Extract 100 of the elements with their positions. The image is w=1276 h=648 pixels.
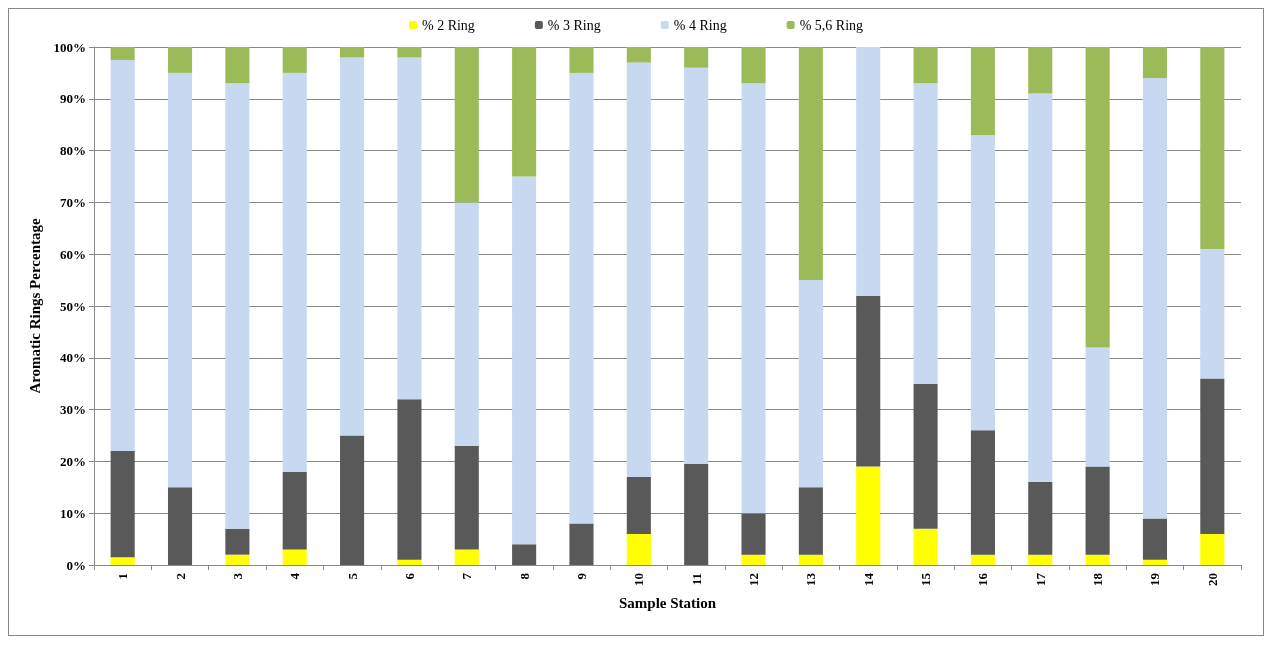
- bar: [282, 47, 307, 73]
- legend-label: % 5,6 Ring: [799, 17, 864, 33]
- y-tick-label: 70%: [60, 194, 86, 210]
- y-tick-label: 30%: [60, 402, 86, 418]
- bar: [1085, 347, 1110, 467]
- bar: [1200, 533, 1225, 565]
- bar: [741, 47, 766, 84]
- bar: [798, 280, 823, 488]
- bar: [167, 487, 193, 565]
- bar: [225, 554, 250, 565]
- bar: [110, 451, 135, 558]
- x-tick-label: 11: [688, 573, 704, 586]
- legend-label: % 3 Ring: [547, 17, 601, 33]
- bar: [684, 463, 709, 565]
- bar: [282, 471, 307, 550]
- x-tick-label: 1: [115, 573, 131, 580]
- bar: [167, 47, 193, 73]
- bar: [913, 528, 938, 565]
- x-tick-label: 4: [287, 572, 303, 580]
- legend-label: % 2 Ring: [421, 17, 475, 33]
- bar: [626, 62, 651, 477]
- bar: [1142, 47, 1168, 79]
- x-tick-label: 8: [516, 572, 532, 580]
- bar: [684, 67, 709, 464]
- bar: [741, 513, 766, 555]
- x-tick-label: 14: [860, 572, 876, 586]
- bar: [340, 47, 365, 58]
- bar: [684, 47, 709, 68]
- y-tick-label: 90%: [60, 91, 86, 107]
- bar: [1200, 249, 1225, 379]
- bar: [798, 554, 823, 565]
- legend-label: % 4 Ring: [673, 17, 727, 33]
- bar: [110, 47, 135, 60]
- x-tick-label: 17: [1032, 572, 1048, 586]
- bar: [970, 430, 995, 555]
- bar: [397, 559, 422, 565]
- x-tick-label: 9: [573, 572, 589, 580]
- x-tick-label: 2: [172, 573, 188, 580]
- x-tick-label: 12: [746, 573, 762, 586]
- bar: [1085, 47, 1110, 348]
- bar: [512, 47, 537, 177]
- bar: [167, 72, 193, 488]
- bar: [454, 445, 479, 550]
- x-tick-label: 10: [631, 573, 647, 586]
- bar: [397, 47, 422, 58]
- bar: [340, 435, 365, 565]
- bar: [626, 476, 651, 534]
- bar: [225, 528, 250, 555]
- bar: [856, 466, 881, 565]
- y-axis-title: Aromatic Rings Percentage: [26, 218, 43, 394]
- x-tick-label: 13: [803, 572, 819, 586]
- x-tick-label: 18: [1090, 572, 1106, 586]
- bar: [454, 549, 479, 565]
- x-tick-label: 15: [918, 572, 934, 586]
- bar: [1028, 47, 1053, 94]
- y-tick-label: 50%: [60, 298, 86, 314]
- bar: [1085, 554, 1110, 565]
- bar: [741, 554, 766, 565]
- y-tick-label: 60%: [60, 246, 86, 262]
- bar: [1142, 78, 1168, 519]
- bar: [626, 533, 651, 565]
- bar: [913, 47, 938, 84]
- bar: [512, 544, 537, 565]
- y-tick-label: 40%: [60, 350, 86, 366]
- y-tick-label: 0%: [66, 557, 86, 573]
- bar: [397, 399, 422, 560]
- bar: [798, 47, 823, 281]
- bar: [970, 554, 995, 565]
- bar: [913, 383, 938, 529]
- x-axis-title: Sample Station: [618, 594, 717, 611]
- bar: [1028, 482, 1053, 555]
- y-tick-label: 10%: [60, 505, 86, 521]
- bar: [856, 47, 881, 296]
- bar: [569, 72, 594, 524]
- x-tick-label: 7: [459, 572, 475, 580]
- bar: [1200, 47, 1225, 250]
- bar: [454, 47, 479, 203]
- bar: [569, 523, 594, 565]
- bar: [626, 47, 651, 63]
- x-tick-label: 16: [975, 572, 991, 586]
- bar: [1028, 93, 1053, 483]
- bar: [397, 57, 422, 400]
- bar: [282, 549, 307, 565]
- y-tick-label: 80%: [60, 143, 86, 159]
- bar: [1142, 518, 1168, 560]
- y-tick-label: 20%: [60, 453, 86, 469]
- x-tick-label: 3: [229, 572, 245, 580]
- bar: [282, 72, 307, 472]
- x-tick-label: 20: [1204, 573, 1220, 586]
- bar: [1085, 466, 1110, 555]
- bar: [1142, 559, 1168, 565]
- y-tick-label: 100%: [53, 39, 86, 55]
- bar: [225, 47, 250, 84]
- bar: [913, 83, 938, 384]
- bar: [741, 83, 766, 514]
- bar: [569, 47, 594, 73]
- bar: [512, 176, 537, 545]
- bar: [340, 57, 365, 436]
- bar: [1028, 554, 1053, 565]
- x-tick-label: 6: [401, 572, 417, 580]
